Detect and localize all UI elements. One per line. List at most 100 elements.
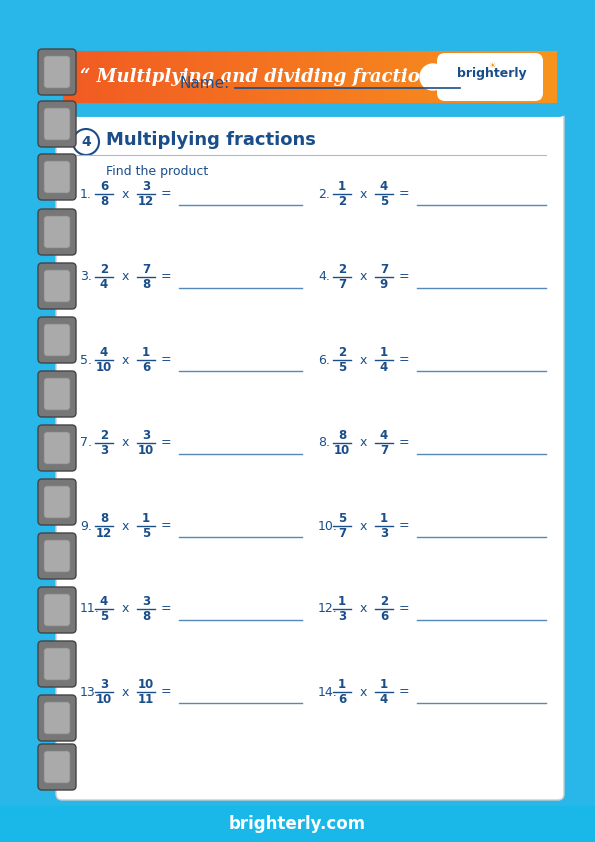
Text: Multiplying fractions: Multiplying fractions (106, 131, 316, 149)
Text: x: x (121, 685, 129, 699)
Text: 2: 2 (338, 195, 346, 208)
Text: 10: 10 (96, 361, 112, 374)
Bar (530, 50, 532, 104)
Text: 10: 10 (138, 444, 154, 457)
Bar (541, 50, 544, 104)
Bar (166, 50, 168, 104)
Bar (535, 50, 537, 104)
Bar (267, 50, 269, 104)
Bar (224, 50, 226, 104)
Bar (333, 50, 336, 104)
Bar (464, 50, 466, 104)
Text: 5: 5 (100, 610, 108, 623)
Bar (226, 50, 228, 104)
Text: 14.: 14. (318, 685, 338, 699)
Text: =: = (161, 188, 171, 200)
Bar (350, 50, 352, 104)
Bar (368, 50, 370, 104)
Text: x: x (121, 603, 129, 616)
Text: 8: 8 (142, 610, 150, 623)
Bar (447, 50, 449, 104)
Bar (321, 50, 324, 104)
FancyBboxPatch shape (44, 594, 70, 626)
FancyBboxPatch shape (38, 744, 76, 790)
Bar (383, 50, 385, 104)
Text: x: x (359, 188, 367, 200)
Bar (320, 50, 322, 104)
Text: 4: 4 (380, 361, 388, 374)
Bar (522, 50, 524, 104)
Bar (404, 50, 406, 104)
Bar (85, 50, 87, 104)
Bar (471, 50, 472, 104)
Bar (312, 50, 314, 104)
Text: =: = (399, 436, 409, 450)
Bar (217, 50, 220, 104)
Bar (261, 50, 262, 104)
Bar (538, 50, 540, 104)
FancyBboxPatch shape (38, 425, 76, 471)
Bar (454, 50, 456, 104)
Bar (229, 50, 231, 104)
Bar (186, 50, 188, 104)
Bar (369, 50, 372, 104)
Bar (356, 50, 358, 104)
FancyBboxPatch shape (44, 324, 70, 356)
Bar (206, 50, 208, 104)
Bar (87, 50, 89, 104)
Bar (181, 50, 183, 104)
Text: 7: 7 (380, 444, 388, 457)
Bar (523, 50, 525, 104)
Bar (508, 50, 511, 104)
FancyBboxPatch shape (44, 108, 70, 140)
Bar (244, 50, 246, 104)
Bar (198, 50, 200, 104)
Bar (102, 50, 104, 104)
Text: =: = (161, 436, 171, 450)
Bar (317, 50, 319, 104)
Bar (348, 50, 350, 104)
Text: 3: 3 (100, 678, 108, 691)
Bar (67, 50, 69, 104)
Bar (0, 806, 595, 842)
FancyBboxPatch shape (437, 53, 543, 101)
Bar (437, 50, 440, 104)
Bar (117, 50, 119, 104)
Bar (275, 50, 277, 104)
Text: =: = (399, 520, 409, 532)
Bar (223, 50, 224, 104)
Text: 7.: 7. (80, 436, 92, 450)
Text: 12: 12 (138, 195, 154, 208)
Bar (240, 50, 243, 104)
Bar (257, 50, 259, 104)
Bar (475, 50, 477, 104)
Bar (426, 50, 428, 104)
Bar (142, 50, 143, 104)
Bar (500, 50, 502, 104)
Bar (389, 50, 392, 104)
Text: =: = (161, 685, 171, 699)
Bar (381, 50, 383, 104)
Bar (537, 50, 538, 104)
FancyBboxPatch shape (44, 161, 70, 193)
Bar (97, 50, 99, 104)
Bar (478, 50, 481, 104)
FancyBboxPatch shape (38, 695, 76, 741)
Bar (327, 50, 328, 104)
Bar (120, 50, 122, 104)
Text: 2: 2 (380, 595, 388, 608)
Bar (310, 50, 312, 104)
Text: 4: 4 (81, 135, 91, 149)
Bar (92, 50, 94, 104)
Bar (553, 50, 555, 104)
Bar (202, 50, 205, 104)
Bar (495, 50, 497, 104)
FancyBboxPatch shape (44, 486, 70, 518)
Bar (467, 50, 469, 104)
Bar (499, 50, 500, 104)
Bar (493, 50, 496, 104)
Bar (145, 50, 147, 104)
Bar (161, 50, 164, 104)
Bar (259, 50, 261, 104)
Bar (112, 50, 114, 104)
